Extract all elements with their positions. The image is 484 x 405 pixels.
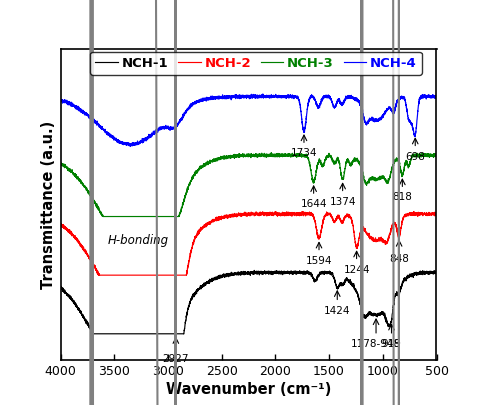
Y-axis label: Transmittance (a.u.): Transmittance (a.u.) xyxy=(41,120,56,289)
Text: 1244: 1244 xyxy=(343,264,369,275)
NCH-2 xyxy=(58,222,63,226)
NCH-4 xyxy=(218,94,224,99)
Legend: NCH-1, NCH-2, NCH-3, NCH-4: NCH-1, NCH-2, NCH-3, NCH-4 xyxy=(90,52,421,75)
X-axis label: Wavenumber (cm⁻¹): Wavenumber (cm⁻¹) xyxy=(166,382,331,397)
NCH-1 xyxy=(251,268,257,273)
Text: 1594: 1594 xyxy=(305,256,332,266)
Text: 1374: 1374 xyxy=(329,197,355,207)
NCH-4 xyxy=(236,94,242,99)
NCH-2 xyxy=(403,213,408,218)
NCH-1 xyxy=(422,269,427,274)
NCH-2 xyxy=(422,211,427,216)
NCH-2 xyxy=(96,273,102,277)
NCH-4 xyxy=(259,92,265,96)
Text: 818: 818 xyxy=(392,192,411,202)
NCH-4 xyxy=(330,104,336,109)
Text: 1734: 1734 xyxy=(290,148,317,158)
NCH-3 xyxy=(58,160,63,165)
NCH-1 xyxy=(89,331,95,336)
NCH-3 xyxy=(236,151,242,156)
NCH-3 xyxy=(433,153,439,158)
NCH-1 xyxy=(215,275,221,279)
NCH-4 xyxy=(422,94,427,99)
NCH-4 xyxy=(403,104,408,109)
Line: NCH-1: NCH-1 xyxy=(60,271,436,334)
NCH-3 xyxy=(268,150,273,155)
NCH-1 xyxy=(433,271,439,275)
Text: 698: 698 xyxy=(405,151,424,162)
NCH-2 xyxy=(433,211,439,216)
Text: 1424: 1424 xyxy=(323,305,350,315)
Text: 848: 848 xyxy=(388,254,408,264)
NCH-4 xyxy=(127,144,133,149)
NCH-2 xyxy=(236,212,242,217)
Text: 2927: 2927 xyxy=(162,354,189,364)
NCH-3 xyxy=(218,156,224,161)
NCH-3 xyxy=(403,160,408,165)
NCH-4 xyxy=(433,94,439,99)
Text: H-bonding: H-bonding xyxy=(107,234,168,247)
Line: NCH-3: NCH-3 xyxy=(60,153,436,217)
NCH-1 xyxy=(236,271,242,276)
Line: NCH-2: NCH-2 xyxy=(60,211,436,275)
Text: 919: 919 xyxy=(381,339,401,349)
NCH-2 xyxy=(215,214,221,219)
NCH-4 xyxy=(215,95,221,100)
NCH-2 xyxy=(299,209,304,214)
Text: 1644: 1644 xyxy=(300,199,326,209)
Line: NCH-4: NCH-4 xyxy=(60,94,436,147)
NCH-3 xyxy=(422,154,427,159)
Text: 1178-948: 1178-948 xyxy=(350,339,400,349)
NCH-2 xyxy=(218,213,224,218)
NCH-1 xyxy=(330,275,336,280)
NCH-1 xyxy=(403,278,408,283)
NCH-1 xyxy=(58,284,63,289)
NCH-2 xyxy=(330,220,336,225)
NCH-3 xyxy=(100,214,106,219)
NCH-4 xyxy=(58,97,63,102)
NCH-3 xyxy=(330,160,336,165)
NCH-1 xyxy=(218,274,224,279)
NCH-3 xyxy=(215,156,221,161)
